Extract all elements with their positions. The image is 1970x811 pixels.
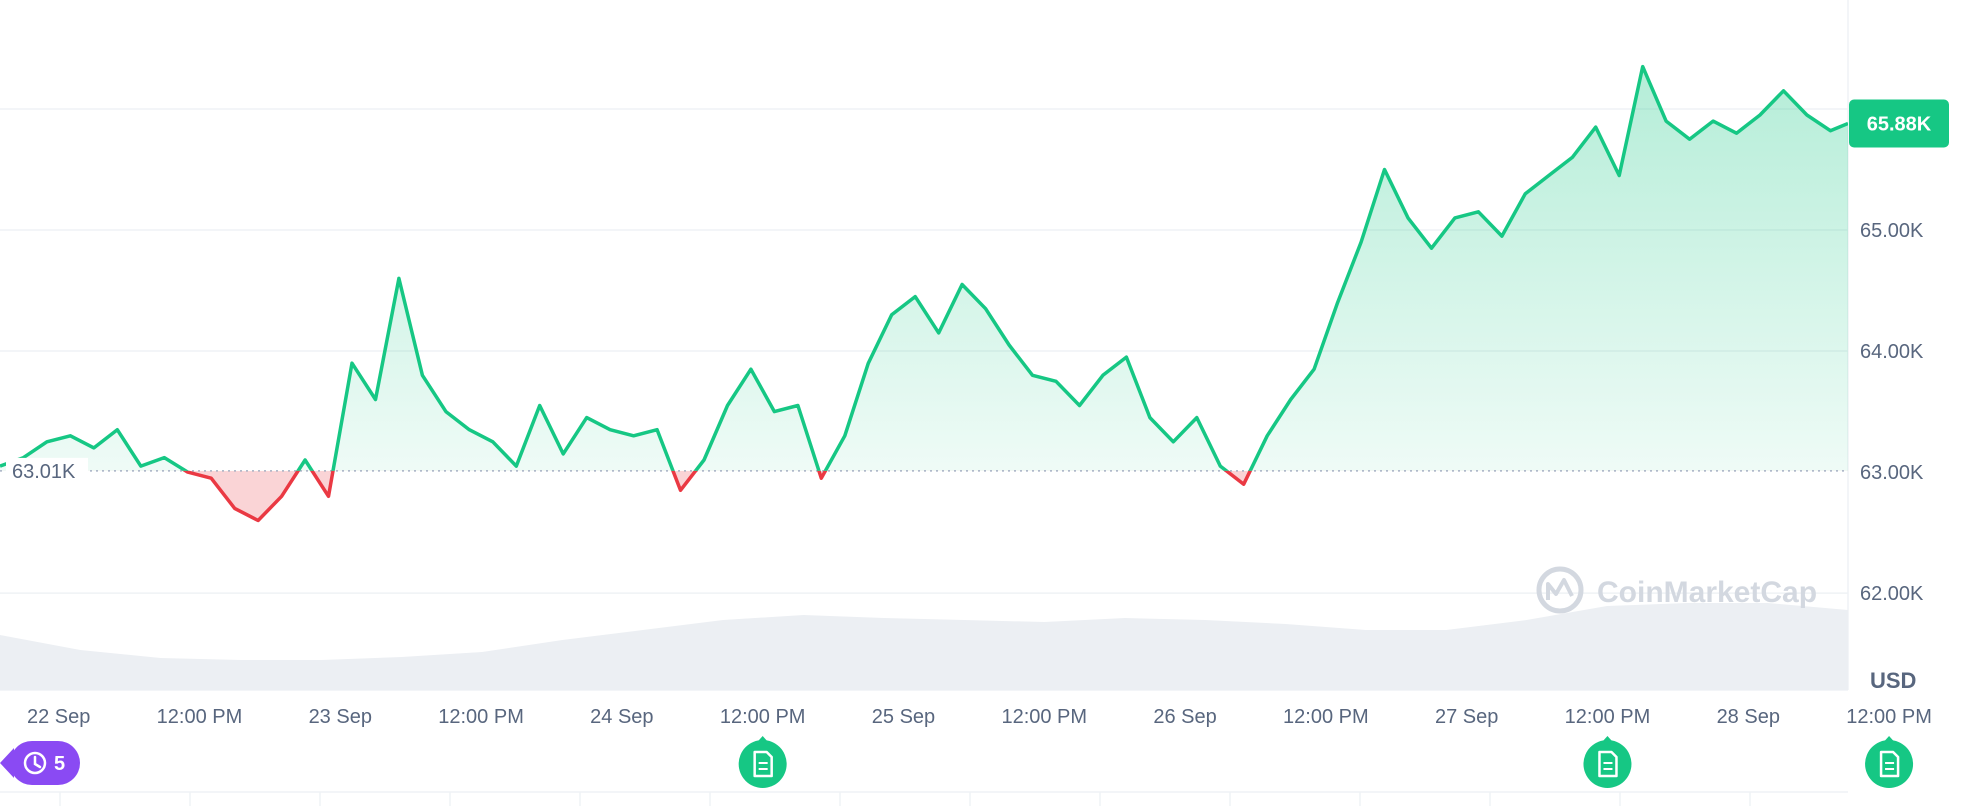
history-icon [23, 751, 47, 775]
x-tick-label: 12:00 PM [1001, 706, 1087, 728]
x-tick-label: 22 Sep [27, 706, 90, 728]
news-marker[interactable] [1583, 736, 1632, 788]
price-area [0, 66, 1848, 521]
history-badge[interactable]: 5 [0, 741, 80, 785]
y-axis: 62.00K 63.00K 64.00K 65.00K [1860, 220, 1924, 605]
x-tick-label: 12:00 PM [438, 706, 524, 728]
price-line [0, 64, 1848, 523]
document-icon [1598, 750, 1618, 778]
document-icon-outline [1598, 750, 1618, 778]
y-tick-label: 64.00K [1860, 341, 1924, 363]
x-tick-label: 12:00 PM [157, 706, 243, 728]
y-tick-label: 62.00K [1860, 583, 1924, 605]
x-tick-label: 12:00 PM [1283, 706, 1369, 728]
document-icon-outline [1879, 750, 1900, 778]
current-price-label: 65.88K [1867, 113, 1932, 135]
news-marker[interactable] [738, 736, 787, 788]
volume-shape [0, 603, 1848, 690]
x-tick-label: 24 Sep [590, 706, 653, 728]
news-markers[interactable] [738, 736, 1914, 788]
document-icon-outline [753, 750, 773, 778]
x-axis: 22 Sep 12:00 PM 23 Sep 12:00 PM 24 Sep 12:00 … [27, 706, 1932, 728]
document-icon [753, 750, 773, 778]
x-tick-label: 27 Sep [1435, 706, 1498, 728]
x-tick-label: 26 Sep [1153, 706, 1216, 728]
price-line-up [0, 64, 1848, 471]
y-tick-label: 63.00K [1860, 462, 1924, 484]
x-tick-label: 25 Sep [872, 706, 935, 728]
news-marker[interactable] [1865, 736, 1914, 788]
x-tick-label: 28 Sep [1717, 706, 1780, 728]
document-icon [1879, 750, 1900, 778]
volume-area [0, 603, 1848, 690]
watermark-text: CoinMarketCap [1597, 576, 1817, 609]
current-price-badge: 65.88K [1849, 99, 1949, 148]
x-tick-label: 12:00 PM [1565, 706, 1651, 728]
y-tick-label: 65.00K [1860, 220, 1924, 242]
currency-unit-label: USD [1870, 668, 1916, 693]
x-tick-label: 12:00 PM [720, 706, 806, 728]
x-tick-label: 12:00 PM [1846, 706, 1932, 728]
reference-price-label: 63.01K [12, 461, 76, 483]
reference-price-tag: 63.01K [6, 457, 88, 484]
bottom-scrollbar-strip [0, 791, 1848, 806]
x-tick-label: 23 Sep [309, 706, 372, 728]
watermark: CoinMarketCap [1536, 566, 1817, 614]
price-area-up [0, 66, 1848, 471]
coinmarketcap-logo-icon [1536, 566, 1584, 614]
history-count: 5 [54, 753, 65, 775]
